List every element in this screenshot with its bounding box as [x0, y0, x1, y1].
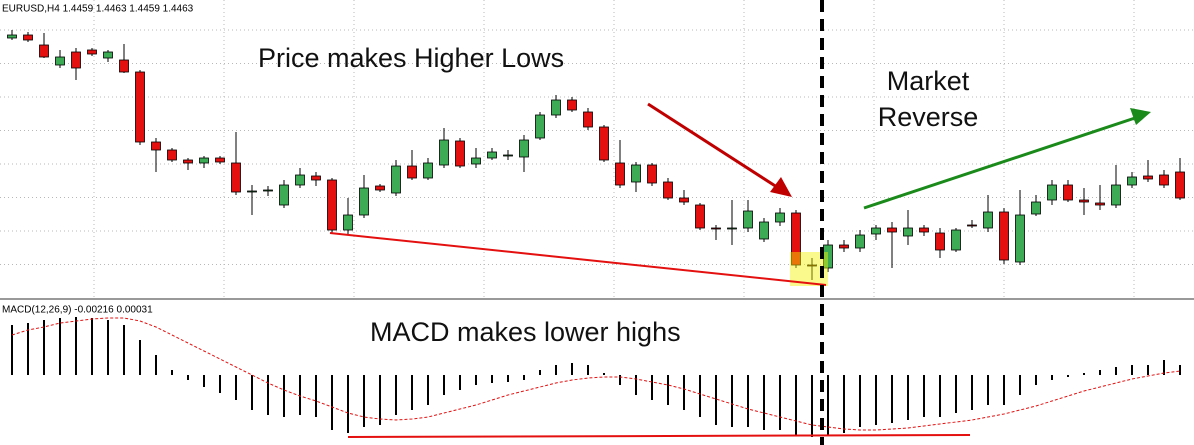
candle-body [1143, 175, 1153, 180]
candle-body [807, 264, 817, 267]
candle-body [1159, 174, 1169, 186]
candle-body [1111, 184, 1121, 206]
macd-trend-line [347, 434, 971, 438]
candle-body [935, 232, 945, 251]
trend-line [329, 232, 827, 286]
candle-body [311, 175, 321, 181]
candle-body [455, 140, 465, 167]
arrow-head [1130, 108, 1151, 125]
candle-body [151, 141, 161, 151]
candle-body [327, 179, 337, 231]
candle-body [167, 149, 177, 161]
candle-body [743, 210, 753, 229]
candle-body [919, 227, 929, 233]
candle-body [1079, 199, 1089, 203]
candle-body [1175, 171, 1185, 199]
price-pane [7, 30, 1185, 280]
candle-body [343, 214, 353, 231]
annotation: Price makes Higher Lows [258, 43, 564, 73]
candle-body [23, 34, 33, 41]
candle-body [871, 227, 881, 235]
candle-body [551, 99, 561, 116]
arrow [647, 102, 781, 191]
candle-body [679, 197, 689, 203]
candle-body [471, 157, 481, 165]
candle-body [423, 162, 433, 179]
arrow-head [770, 177, 792, 197]
candle-body [951, 229, 961, 251]
candle-body [7, 34, 17, 39]
candle-body [135, 71, 145, 143]
candle-body [1127, 176, 1137, 186]
candle-body [839, 244, 849, 249]
candle-body [583, 111, 593, 128]
candle-body [647, 164, 657, 184]
candle-body [55, 56, 65, 66]
candle-body [791, 212, 801, 266]
macd-pane [11, 317, 1181, 437]
candle-body [663, 181, 673, 199]
candle-body [247, 190, 257, 193]
candle-body [263, 189, 273, 192]
candle-body [103, 51, 113, 59]
candle-body [199, 157, 209, 164]
candle-body [999, 211, 1009, 261]
candle-body [295, 174, 305, 186]
candle-body [631, 164, 641, 183]
candle-body [759, 221, 769, 240]
candle-body [855, 234, 865, 249]
candle-body [567, 99, 577, 111]
candle-body [231, 162, 241, 193]
candle-body [279, 184, 289, 206]
candle-body [695, 204, 705, 229]
candle-body [407, 165, 417, 179]
candle-body [903, 227, 913, 237]
candle-body [375, 185, 385, 191]
arrow [863, 115, 1139, 210]
candle-body [887, 227, 897, 233]
candle-body [439, 139, 449, 166]
candle-body [119, 59, 129, 73]
annotation: MACD makes lower highs [370, 317, 681, 347]
candle-body [1063, 184, 1073, 201]
candle-body [967, 224, 977, 227]
candle-body [775, 212, 785, 223]
candle-body [519, 139, 529, 158]
candle-body [1015, 214, 1025, 263]
candle-body [39, 44, 49, 58]
annotation: Market [887, 66, 970, 96]
candle-body [615, 162, 625, 186]
candle-body [535, 114, 545, 139]
candle-body [215, 157, 225, 163]
candle-body [87, 49, 97, 55]
candle-body [711, 227, 721, 230]
annotation: Reverse [878, 102, 979, 132]
candle-body [727, 227, 737, 230]
candle-body [391, 165, 401, 194]
indicator-title: MACD(12,26,9) -0.00216 0.00031 [2, 305, 153, 316]
candle-body [1047, 184, 1057, 201]
candle-body [71, 51, 81, 69]
candle-body [503, 154, 513, 157]
chart-title: EURUSD,H4 1.4459 1.4463 1.4459 1.4463 [2, 4, 194, 15]
candle-body [1031, 201, 1041, 215]
candle-body [183, 159, 193, 164]
candle-body [1095, 202, 1105, 206]
candle-body [599, 126, 609, 161]
signal-line [11, 317, 1181, 431]
candle-body [359, 187, 369, 216]
candle-body [487, 151, 497, 159]
candle-body [983, 211, 993, 229]
